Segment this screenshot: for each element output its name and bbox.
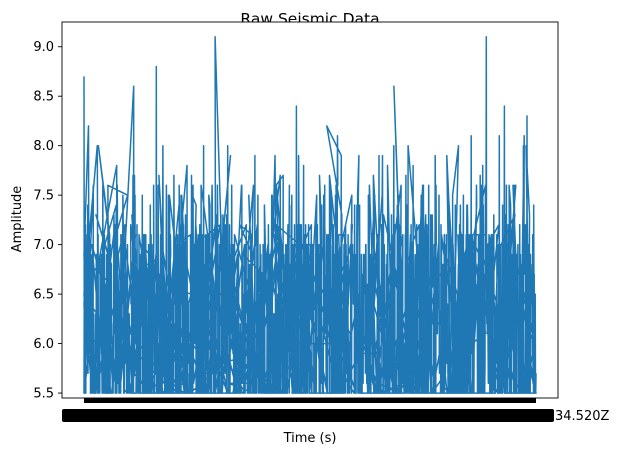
x-ticks-band <box>84 398 536 403</box>
y-axis: 5.5 6.0 6.5 7.0 7.5 8.0 8.5 9.0 <box>33 40 62 402</box>
x-tick-labels-band <box>62 409 554 422</box>
y-tick-label: 8.5 <box>33 90 54 105</box>
series-line-amplitude <box>83 36 537 394</box>
x-tick-label-last: 34.520Z <box>555 409 609 424</box>
y-axis-label: Amplitude <box>10 186 25 253</box>
y-tick-label: 7.0 <box>33 238 54 253</box>
y-tick-label: 9.0 <box>33 40 54 55</box>
y-tick-label: 5.5 <box>33 387 54 402</box>
x-axis-label: Time (s) <box>283 431 337 446</box>
y-tick-label: 8.0 <box>33 139 54 154</box>
y-tick-label: 6.5 <box>33 288 54 303</box>
series-group <box>83 36 537 394</box>
y-tick-label: 7.5 <box>33 189 54 204</box>
plot-area <box>61 21 559 399</box>
y-tick-label: 6.0 <box>33 337 54 352</box>
x-axis: 34.520Z <box>62 398 609 424</box>
